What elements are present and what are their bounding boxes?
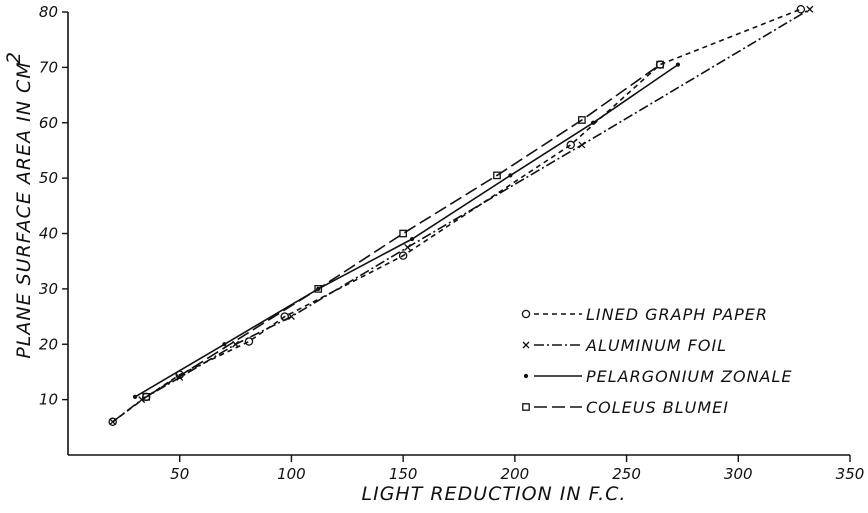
data-point-pelargonium-zonale [222,342,227,347]
y-axis-title-group: PLANE SURFACE AREA IN CM 2 [3,51,35,359]
data-point-aluminum-foil [578,141,586,149]
data-markers [108,4,814,427]
x-axis-title: LIGHT REDUCTION IN F.C. [362,483,627,505]
y-axis-title-superscript: 2 [3,51,25,64]
legend-label-lined-graph-paper: LINED GRAPH PAPER [586,305,768,324]
x-tick-label: 250 [612,465,641,483]
ticks: 50 100 150 200 250 300 350 10 20 30 40 50 60 70 80 [39,3,864,483]
data-point-coleus-blumei [578,116,586,124]
series-line-coleus-blumei [145,63,661,398]
x-tick-label: 300 [724,465,753,483]
data-point-pelargonium-zonale [590,120,596,125]
legend-label-pelargonium-zonale: PELARGONIUM ZONALE [586,367,793,386]
y-tick-label: 30 [39,280,58,298]
x-tick-label: 350 [836,465,865,483]
y-tick-label: 50 [39,169,58,187]
legend: LINED GRAPH PAPER ALUMINUM FOIL PELARGONIU… [521,305,793,417]
data-point-lined-graph-paper [566,140,575,150]
data-point-lined-graph-paper [796,4,806,14]
data-point-aluminum-foil [138,396,146,404]
series-line-lined-graph-paper [112,8,802,423]
data-point-lined-graph-paper [244,337,254,346]
data-point-coleus-blumei [493,171,501,180]
y-tick-label: 70 [39,58,58,76]
y-tick-label: 80 [39,3,58,21]
legend-marker-aluminum-foil [522,341,530,349]
data-point-coleus-blumei [399,229,407,238]
data-point-pelargonium-zonale [132,394,138,399]
data-point-pelargonium-zonale [508,173,513,178]
x-tick-label: 100 [277,465,306,483]
data-point-aluminum-foil [404,243,412,251]
data-point-aluminum-foil [287,313,295,321]
data-point-lined-graph-paper [108,417,117,427]
legend-marker-pelargonium-zonale [523,373,529,379]
data-point-pelargonium-zonale [316,286,321,291]
x-tick-label: 200 [501,465,530,483]
x-tick-label: 150 [389,465,418,483]
series-line-aluminum-foil [112,8,811,423]
y-tick-label: 40 [39,225,58,243]
y-tick-label: 60 [39,114,58,132]
legend-marker-coleus-blumei [522,403,530,411]
data-point-lined-graph-paper [398,251,408,260]
data-point-aluminum-foil [232,340,240,348]
y-tick-label: 10 [39,391,58,409]
x-tick-label: 50 [170,465,189,483]
data-point-pelargonium-zonale [675,62,681,67]
data-point-coleus-blumei [314,285,323,293]
legend-label-coleus-blumei: COLEUS BLUMEI [586,398,729,417]
data-point-aluminum-foil [176,374,184,381]
y-axis-title: PLANE SURFACE AREA IN CM [13,61,35,358]
legend-label-aluminum-foil: ALUMINUM FOIL [585,336,727,355]
data-point-lined-graph-paper [280,312,289,321]
axes [67,12,850,456]
data-point-pelargonium-zonale [409,236,415,242]
data-point-coleus-blumei [142,393,151,401]
legend-marker-lined-graph-paper [521,309,531,319]
series-lines [112,8,811,423]
data-point-coleus-blumei [656,60,664,69]
data-point-aluminum-foil [806,5,814,13]
data-point-aluminum-foil [109,418,117,426]
y-tick-label: 20 [39,335,58,353]
